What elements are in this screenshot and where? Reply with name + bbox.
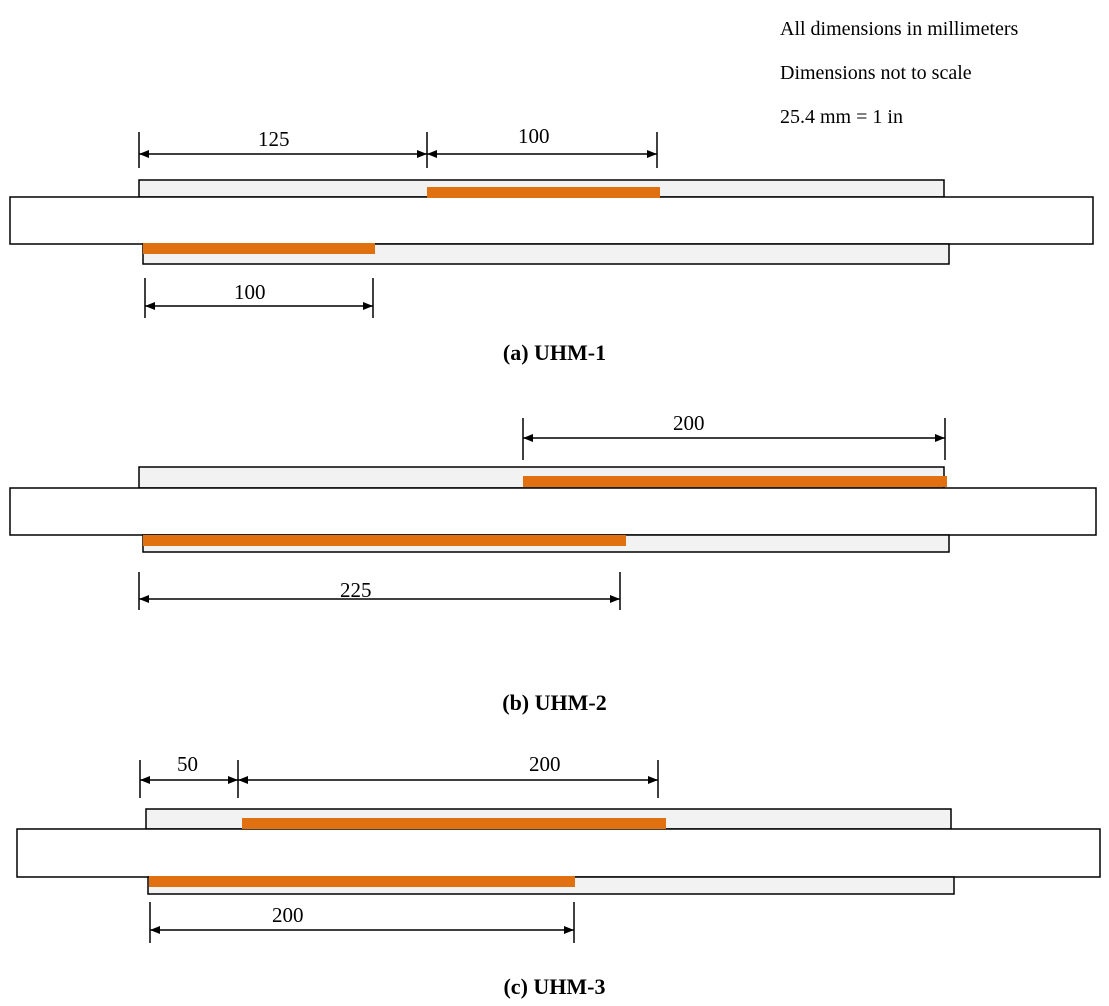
top-strip — [242, 818, 666, 829]
bottom-strip — [143, 243, 375, 254]
dimension-label: 125 — [258, 127, 290, 151]
dimension-100-bottom: 100 — [144, 278, 374, 318]
bottom-strip — [143, 535, 626, 546]
dimension-label: 200 — [673, 411, 705, 435]
dimension-200: 200 — [522, 411, 946, 460]
dimension-125: 125 — [138, 127, 428, 168]
main-member — [9, 487, 1097, 536]
dimension-label: 200 — [272, 903, 304, 927]
dimension-label: 100 — [234, 280, 266, 304]
dimension-225: 225 — [138, 572, 621, 610]
caption-uhm-1: (a) UHM-1 — [502, 340, 607, 365]
dimension-label: 225 — [340, 578, 372, 602]
dimension-50: 50 — [139, 752, 239, 798]
dimension-label: 100 — [518, 124, 550, 148]
main-member — [16, 828, 1101, 878]
caption-uhm-3: (c) UHM-3 — [503, 974, 606, 999]
top-strip — [523, 476, 947, 487]
dimension-200-bottom: 200 — [149, 902, 575, 943]
main-member — [9, 196, 1094, 245]
dimension-100-top: 100 — [427, 124, 658, 168]
dimension-200-top: 200 — [238, 752, 659, 798]
dimension-label: 50 — [177, 752, 198, 776]
note-units: All dimensions in millimeters — [780, 18, 1019, 40]
panel-uhm-1: 125 100 100 — [9, 124, 1094, 318]
note-conversion: 25.4 mm = 1 in — [780, 106, 903, 128]
panel-uhm-3: 50 200 200 — [16, 752, 1101, 943]
panel-uhm-2: 200 225 — [9, 411, 1097, 610]
note-scale: Dimensions not to scale — [780, 62, 972, 84]
top-strip — [427, 187, 660, 198]
dimension-label: 200 — [529, 752, 561, 776]
bottom-strip — [149, 876, 575, 887]
caption-uhm-2: (b) UHM-2 — [502, 690, 607, 715]
